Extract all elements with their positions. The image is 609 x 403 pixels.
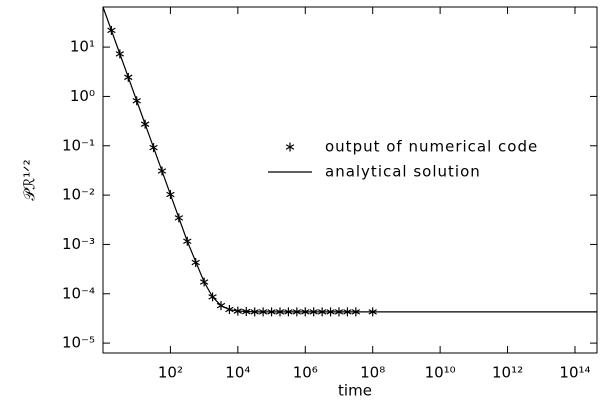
legend-label: analytical solution <box>325 163 481 181</box>
x-tick-label: 10⁴ <box>225 364 250 382</box>
x-axis-label: time <box>338 382 372 400</box>
x-tick-label: 10¹⁴ <box>559 364 590 382</box>
y-tick-label: 10⁻¹ <box>62 136 95 154</box>
y-tick-label: 10⁻² <box>62 186 95 204</box>
data-line <box>102 6 597 313</box>
plot-frame <box>102 6 598 354</box>
legend-marker <box>285 142 295 152</box>
x-tick-label: 10⁸ <box>360 364 385 382</box>
y-tick-label: 10⁰ <box>70 87 95 105</box>
y-axis-label: 𝒫ℛ¹ᐟ² <box>21 159 39 200</box>
y-tick-label: 10¹ <box>70 38 95 56</box>
x-tick-label: 10² <box>158 364 183 382</box>
legend-label: output of numerical code <box>325 138 538 156</box>
x-tick-label: 10¹⁰ <box>425 364 456 382</box>
y-tick-label: 10⁻³ <box>62 235 95 253</box>
x-tick-label: 10¹² <box>492 364 523 382</box>
y-tick-label: 10⁻⁴ <box>62 284 95 302</box>
x-tick-label: 10⁶ <box>293 364 318 382</box>
y-tick-label: 10⁻⁵ <box>62 334 95 352</box>
